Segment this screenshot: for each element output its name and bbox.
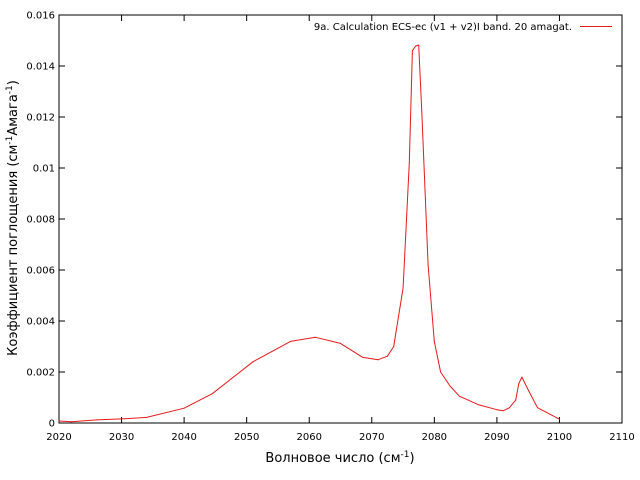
- data-point: [408, 162, 410, 164]
- x-tick-label: 2050: [234, 432, 259, 443]
- data-point: [508, 407, 510, 409]
- data-point: [121, 418, 123, 420]
- data-point: [496, 409, 498, 411]
- data-point: [290, 340, 291, 342]
- series-layer: [58, 44, 560, 423]
- legend: 9a. Calculation ECS-ec (v1 + v2)I band. …: [314, 22, 612, 33]
- y-tick-label: 0: [49, 419, 55, 430]
- data-point: [71, 421, 72, 423]
- data-point: [502, 410, 504, 412]
- data-point: [518, 383, 520, 384]
- y-tick-label: 0.004: [26, 317, 55, 328]
- x-axis-ticks: 2020 2030 2040 2050 2060 2070 2080 2090 2100 2110: [46, 15, 635, 443]
- y-axis-ticks: 0 0.002 0.004 0.006 0.008 0.01 0.012 0.014 0.016: [26, 11, 622, 430]
- y-tick-label: 0.014: [26, 62, 55, 73]
- data-point: [252, 361, 254, 363]
- series-line-0: [58, 44, 560, 423]
- y-tick-label: 0.016: [26, 11, 55, 22]
- x-axis-label: Волновое число (см-1): [265, 450, 414, 466]
- data-point: [421, 111, 423, 113]
- data-point: [515, 399, 517, 401]
- data-point: [433, 340, 435, 342]
- data-point: [402, 287, 404, 289]
- y-tick-label: 0.006: [26, 266, 55, 277]
- data-point: [558, 418, 560, 420]
- data-point: [211, 393, 213, 395]
- y-tick-label: 0.002: [26, 368, 55, 379]
- data-point: [183, 407, 185, 409]
- plot-frame: [58, 14, 623, 424]
- data-point: [315, 336, 316, 338]
- data-point: [386, 355, 388, 357]
- x-tick-label: 2030: [109, 432, 134, 443]
- data-point: [58, 420, 60, 422]
- x-tick-label: 2070: [359, 432, 384, 443]
- data-point: [477, 404, 479, 406]
- data-point: [361, 356, 363, 358]
- data-point: [340, 342, 341, 344]
- data-point: [393, 346, 395, 347]
- y-tick-label: 0.008: [26, 215, 55, 226]
- data-point: [418, 44, 420, 46]
- data-point: [377, 359, 379, 361]
- legend-label: 9a. Calculation ECS-ec (v1 + v2)I band. …: [314, 22, 572, 33]
- x-tick-label: 2060: [296, 432, 321, 443]
- x-tick-label: 2100: [547, 432, 572, 443]
- x-tick-label: 2090: [484, 432, 509, 443]
- x-tick-label: 2110: [609, 432, 634, 443]
- data-point: [440, 371, 442, 373]
- data-point: [411, 50, 413, 52]
- x-tick-label: 2020: [46, 432, 71, 443]
- data-point: [521, 376, 523, 378]
- y-tick-label: 0.01: [33, 164, 55, 175]
- y-tick-label: 0.012: [26, 113, 55, 124]
- data-point: [458, 395, 460, 397]
- data-point: [415, 45, 417, 47]
- data-point: [537, 407, 538, 409]
- data-point: [96, 419, 97, 421]
- x-tick-label: 2040: [171, 432, 196, 443]
- x-tick-label: 2080: [422, 432, 447, 443]
- y-axis-label: Коэффициент поглощения (см-1Амага-1): [5, 80, 21, 356]
- data-point: [427, 264, 429, 266]
- data-point: [527, 389, 529, 391]
- data-point: [449, 385, 451, 387]
- data-point: [146, 416, 148, 418]
